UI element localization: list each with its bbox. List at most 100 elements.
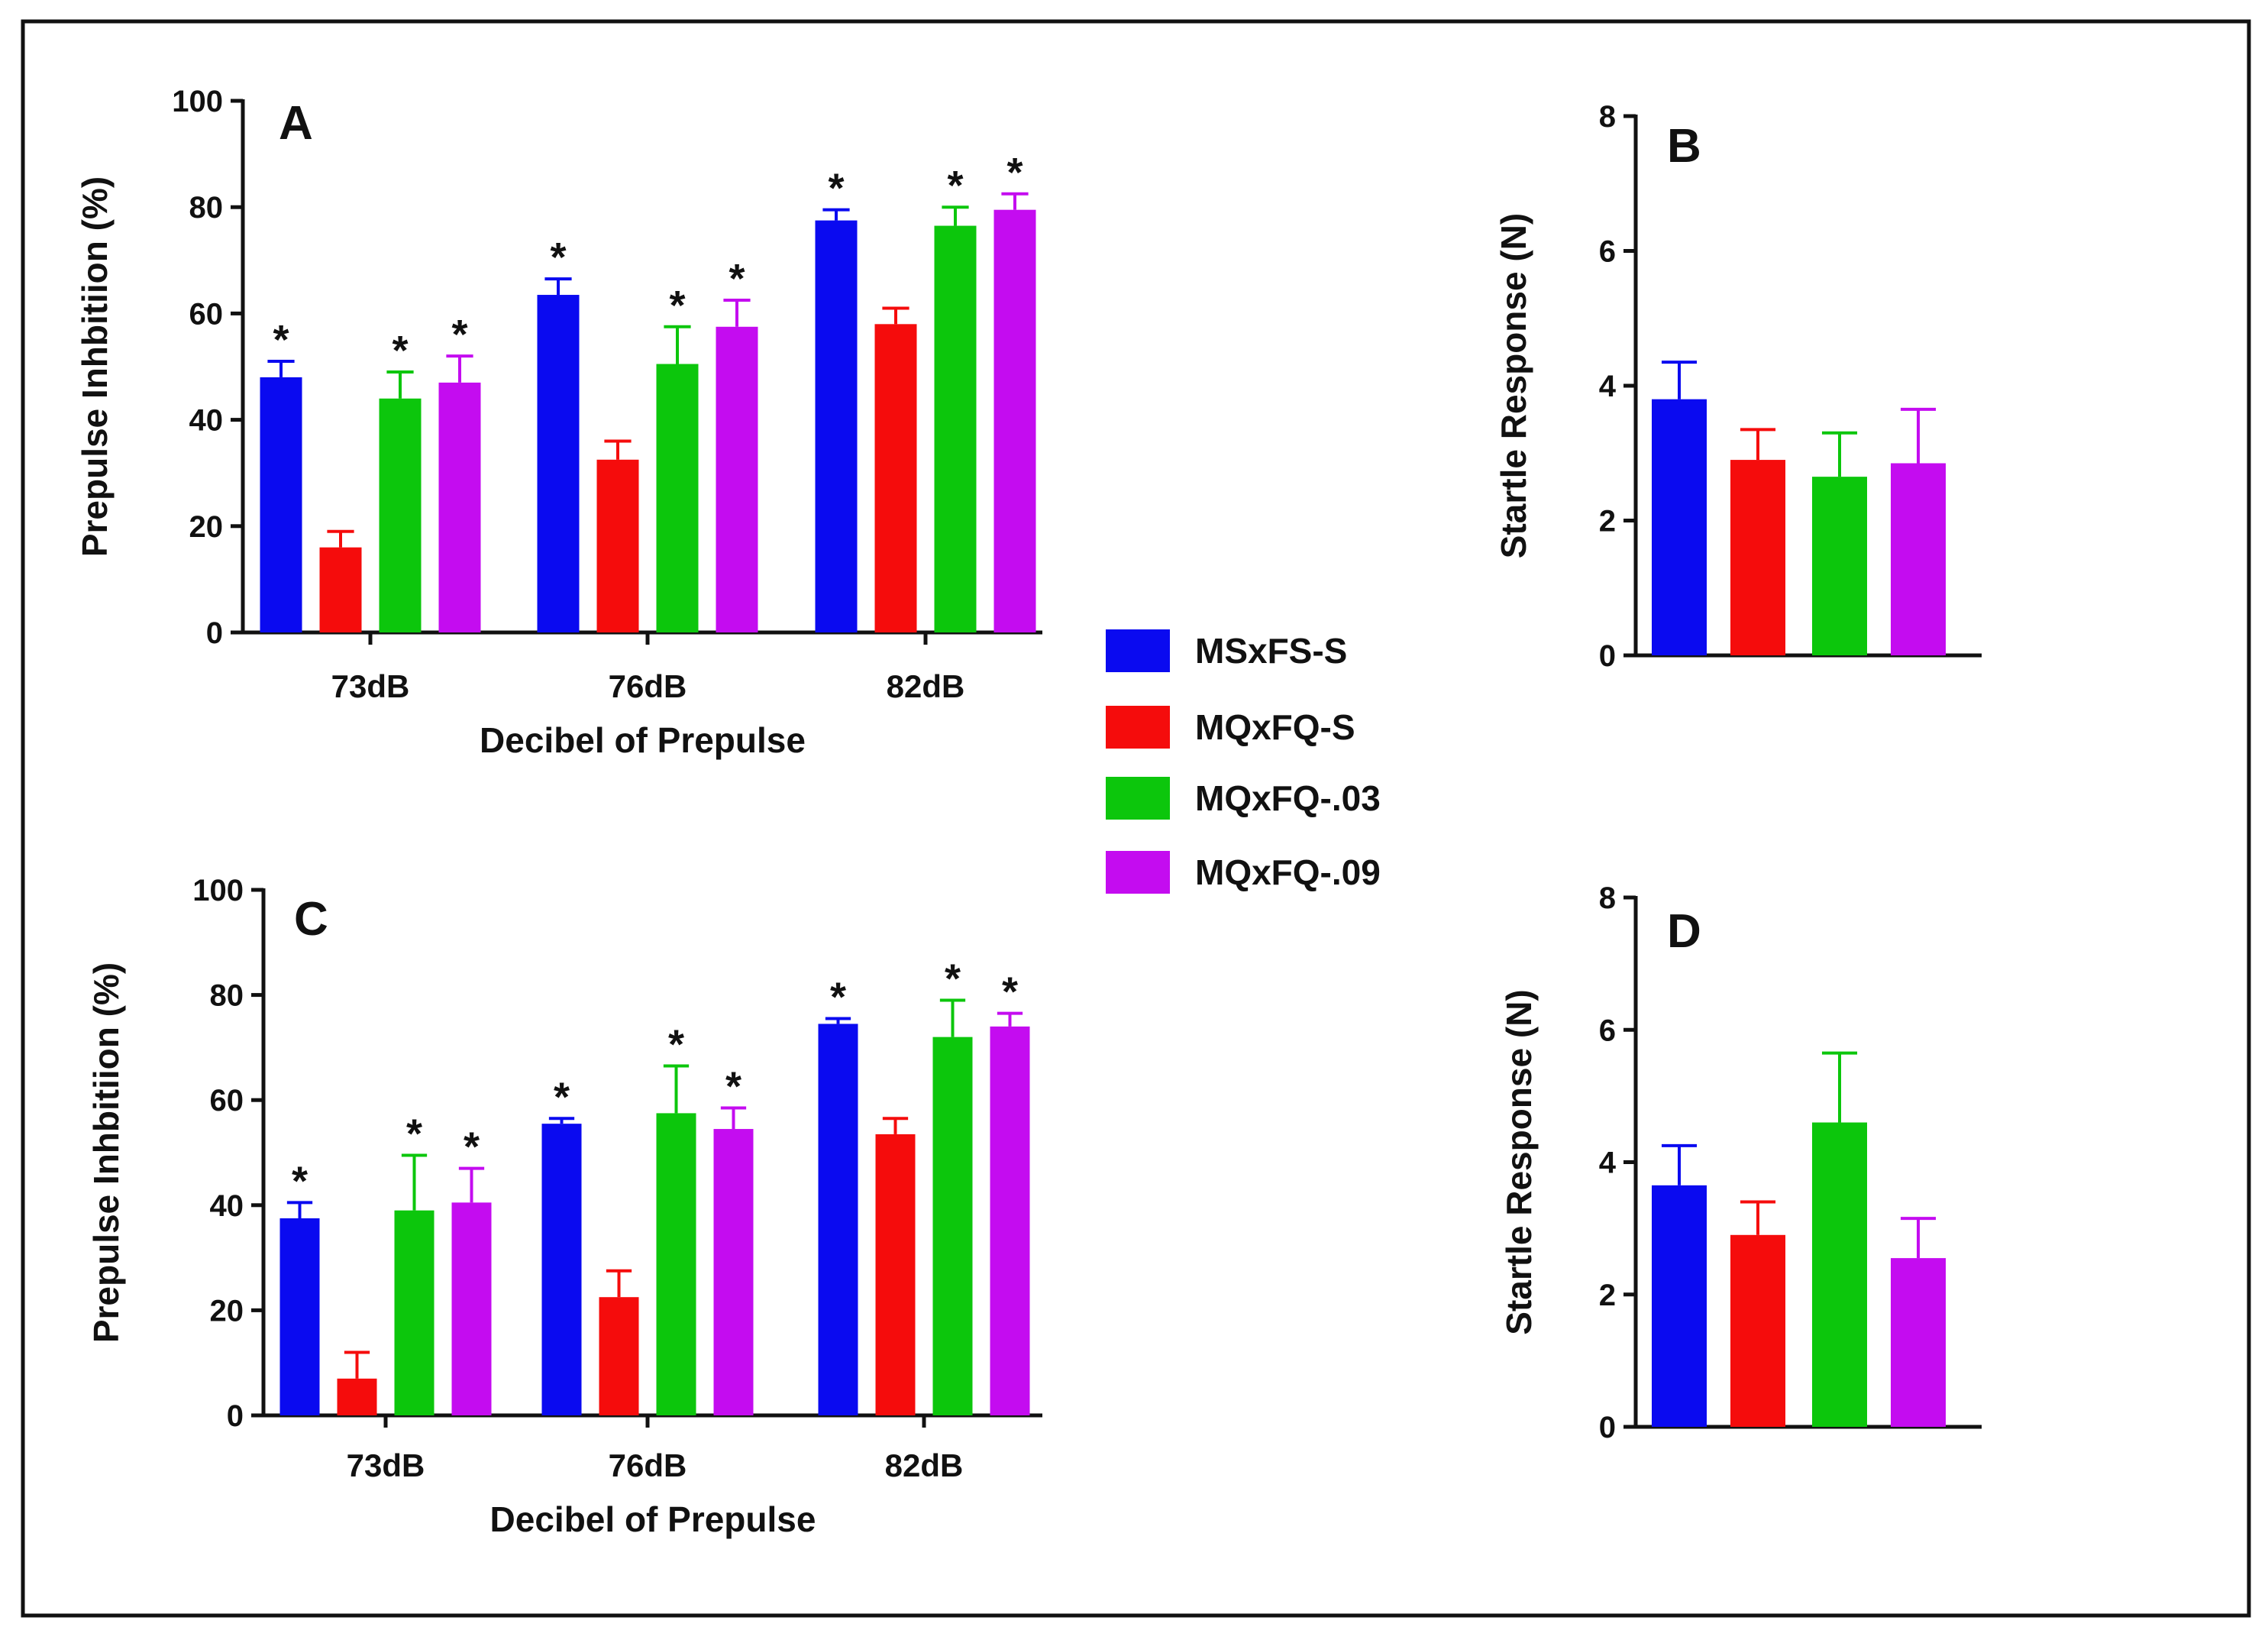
significance-star: *	[828, 166, 844, 212]
y-axis-label: Prepulse Inhbitiion (%)	[75, 176, 115, 557]
y-tick-label: 60	[189, 297, 224, 331]
bar	[1730, 460, 1785, 655]
significance-star: *	[273, 317, 289, 363]
significance-star: *	[292, 1158, 308, 1204]
bar	[1812, 477, 1867, 655]
x-tick-label: 82dB	[887, 668, 965, 704]
significance-star: *	[669, 283, 685, 328]
bar	[932, 1037, 973, 1415]
significance-star: *	[392, 328, 408, 374]
bar	[1891, 1258, 1946, 1427]
y-tick-label: 60	[210, 1084, 244, 1117]
y-tick-label: 100	[172, 85, 223, 118]
y-tick-label: 100	[192, 874, 244, 907]
bar	[874, 324, 917, 632]
significance-star: *	[464, 1124, 480, 1170]
y-tick-label: 4	[1599, 1147, 1617, 1180]
bar	[596, 459, 639, 632]
significance-star: *	[451, 312, 467, 357]
legend-swatch	[1106, 706, 1170, 749]
bar	[537, 295, 580, 632]
panel-b: 0 2 4 6 8 B Startle Response (N)	[1494, 100, 1982, 673]
x-tick-label: 73dB	[331, 668, 410, 704]
bar	[319, 547, 362, 632]
bar	[1652, 399, 1707, 655]
bar	[1730, 1234, 1785, 1427]
bar	[599, 1297, 639, 1415]
significance-star: *	[945, 956, 961, 1001]
bar	[379, 398, 422, 632]
significance-star: *	[406, 1111, 422, 1156]
bar	[1812, 1122, 1867, 1427]
panel-c: 0 20 40 60 80 100 C Prepulse Inhbitiion (%) 73dB…	[86, 874, 1042, 1539]
bar	[875, 1134, 916, 1415]
bar	[713, 1129, 754, 1415]
legend-swatch	[1106, 851, 1170, 894]
significance-star: *	[725, 1064, 741, 1110]
legend-item: MQxFQ-S	[1106, 706, 1355, 749]
significance-star: *	[729, 256, 745, 302]
panel-letter: C	[294, 893, 328, 946]
y-tick-label: 0	[227, 1399, 244, 1433]
significance-star: *	[550, 234, 566, 280]
bar	[337, 1378, 377, 1415]
bar	[451, 1202, 492, 1415]
panel-letter: A	[279, 97, 313, 150]
legend-label: MQxFQ-.09	[1195, 852, 1381, 892]
panel-d: 0 2 4 6 8 D Startle Response (N)	[1499, 881, 1982, 1444]
y-tick-label: 2	[1599, 505, 1616, 539]
y-tick-label: 20	[210, 1294, 244, 1328]
panel-a: 0 20 40 60 80 100 A Prepulse Inhbitiion (%) 73dB…	[75, 85, 1042, 760]
legend: MSxFS-S MQxFQ-S MQxFQ-.03 MQxFQ-.09	[1106, 629, 1381, 894]
y-axis-label: Prepulse Inhbitiion (%)	[86, 962, 126, 1343]
bar	[394, 1210, 435, 1415]
significance-star: *	[1006, 150, 1023, 196]
y-tick-label: 80	[210, 979, 244, 1013]
bar	[656, 1113, 696, 1415]
legend-label: MSxFS-S	[1195, 631, 1347, 671]
bar	[279, 1218, 320, 1415]
legend-item: MQxFQ-.09	[1106, 851, 1381, 894]
legend-swatch	[1106, 777, 1170, 820]
bar	[541, 1124, 582, 1415]
bar	[990, 1026, 1030, 1415]
bar	[993, 209, 1036, 632]
y-tick-label: 80	[189, 191, 224, 225]
y-tick-label: 4	[1599, 370, 1617, 403]
bar	[438, 382, 481, 632]
y-tick-label: 8	[1599, 881, 1616, 915]
significance-star: *	[668, 1021, 684, 1067]
y-axis-label: Startle Response (N)	[1494, 213, 1533, 558]
bar	[818, 1024, 858, 1415]
y-axis-label: Startle Response (N)	[1499, 989, 1539, 1334]
bar	[656, 364, 699, 632]
legend-swatch	[1106, 629, 1170, 672]
y-tick-label: 0	[1599, 1411, 1616, 1444]
legend-item: MSxFS-S	[1106, 629, 1347, 672]
panel-letter: D	[1667, 905, 1701, 958]
bar	[815, 220, 858, 633]
bar	[934, 225, 977, 632]
bar	[1652, 1185, 1707, 1427]
y-tick-label: 6	[1599, 1014, 1616, 1047]
x-tick-label: 82dB	[885, 1447, 964, 1483]
y-tick-label: 2	[1599, 1279, 1616, 1312]
bar	[1891, 463, 1946, 655]
x-tick-label: 73dB	[347, 1447, 425, 1483]
y-tick-label: 0	[206, 616, 223, 650]
panel-letter: B	[1667, 120, 1701, 173]
y-tick-label: 20	[189, 510, 224, 544]
legend-item: MQxFQ-.03	[1106, 777, 1381, 820]
y-tick-label: 8	[1599, 100, 1616, 134]
legend-label: MQxFQ-.03	[1195, 778, 1381, 818]
significance-star: *	[554, 1074, 570, 1120]
significance-star: *	[1002, 969, 1018, 1015]
y-tick-label: 0	[1599, 639, 1616, 673]
bar	[260, 377, 302, 632]
significance-star: *	[947, 163, 963, 209]
x-tick-label: 76dB	[609, 668, 687, 704]
significance-star: *	[830, 975, 846, 1020]
x-axis-label: Decibel of Prepulse	[480, 720, 806, 760]
